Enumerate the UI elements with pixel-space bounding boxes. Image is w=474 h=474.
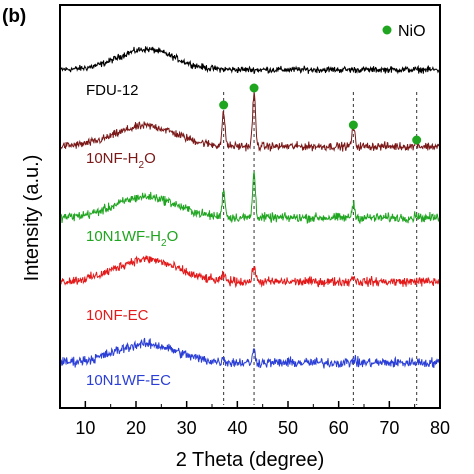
x-tick-label-70: 70: [379, 418, 399, 438]
trace-10nf-h2o: [59, 91, 441, 153]
diffraction-traces: [59, 46, 441, 369]
legend-marker: [382, 25, 392, 35]
series-label-subscript: 2: [139, 160, 145, 171]
x-tick-label-60: 60: [329, 418, 349, 438]
nio-marker-3: [348, 120, 358, 130]
series-label-5: 10N1WF-EC: [86, 372, 171, 389]
series-label-text: 10N1WF-EC: [86, 372, 171, 389]
x-tick-label-50: 50: [278, 418, 298, 438]
series-label-tail: O: [144, 150, 156, 167]
series-label-text: FDU-12: [86, 82, 139, 99]
trace-10n1wf-ec: [59, 337, 441, 369]
series-label-4: 10NF-EC: [86, 307, 149, 324]
series-label-text: 10NF-EC: [86, 307, 149, 324]
panel-label: (b): [2, 6, 26, 27]
plot-frame: [59, 4, 441, 409]
trace-fdu-12: [59, 46, 441, 75]
legend: NiO: [382, 23, 426, 40]
x-tick-label-30: 30: [177, 418, 197, 438]
legend-label: NiO: [398, 23, 426, 40]
nio-peak-markers: [219, 83, 422, 145]
series-label-2: 10NF-H2O: [86, 150, 156, 171]
nio-marker-2: [249, 83, 259, 93]
x-tick-label-10: 10: [75, 418, 95, 438]
trace-10nf-ec: [59, 255, 441, 289]
y-axis-label: Intensity (a.u.): [21, 155, 43, 282]
series-label-3: 10N1WF-H2O: [86, 228, 178, 249]
x-axis-label: 2 Theta (degree): [176, 449, 325, 471]
series-label-subscript: 2: [161, 238, 167, 249]
nio-reference-lines: [223, 92, 418, 405]
x-axis-ticks: 10 20 30 40 50 60 70 80: [75, 401, 450, 438]
x-tick-label-20: 20: [126, 418, 146, 438]
series-label-text: 10N1WF-H: [86, 228, 161, 245]
trace-10n1wf-h2o: [59, 171, 441, 225]
x-tick-label-40: 40: [227, 418, 247, 438]
x-tick-label-80: 80: [430, 418, 450, 438]
series-label-text: 10NF-H: [86, 150, 139, 167]
series-label-1: FDU-12: [86, 82, 139, 99]
series-label-tail: O: [167, 228, 179, 245]
nio-marker-1: [219, 100, 229, 110]
nio-marker-4: [412, 135, 422, 145]
